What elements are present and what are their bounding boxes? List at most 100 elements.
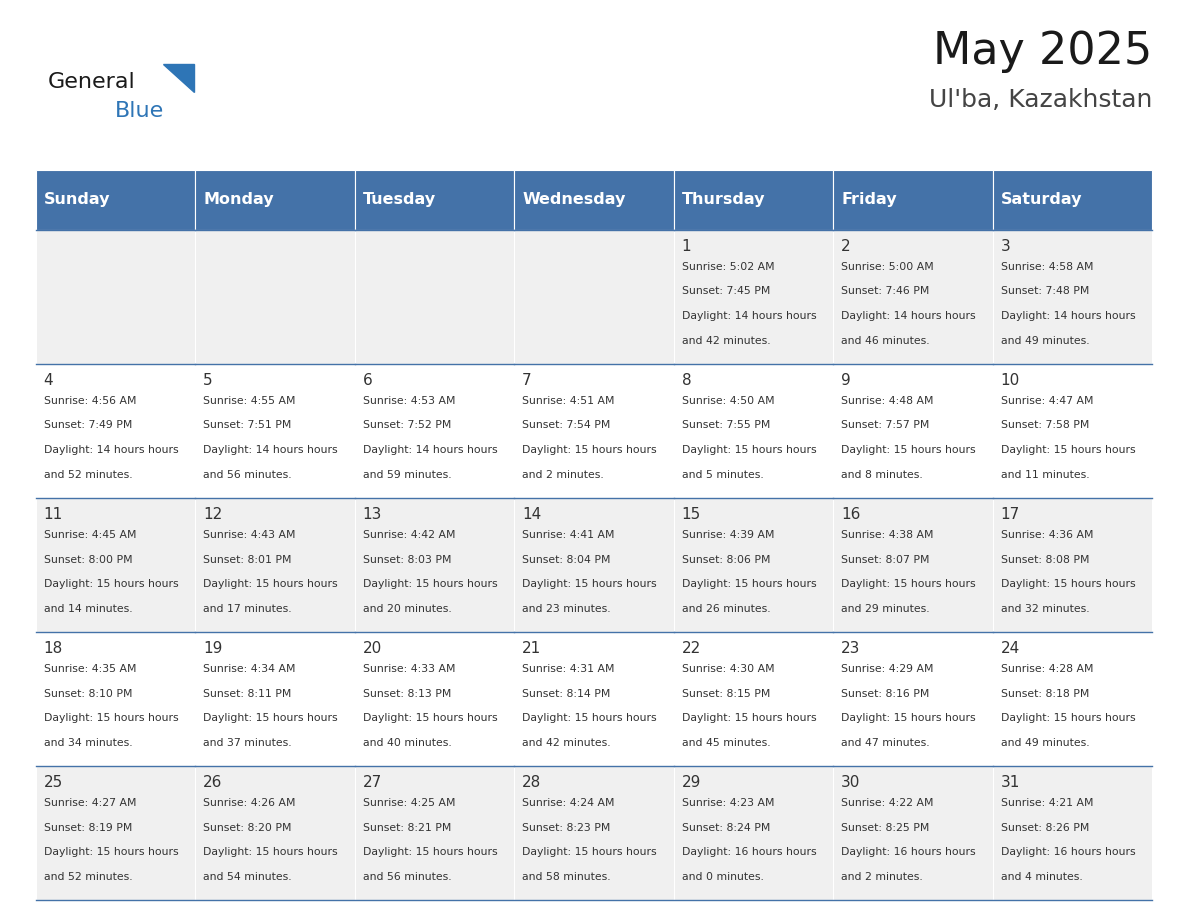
Text: and 2 minutes.: and 2 minutes. <box>841 872 923 882</box>
Text: Sunset: 7:51 PM: Sunset: 7:51 PM <box>203 420 291 431</box>
Text: and 26 minutes.: and 26 minutes. <box>682 604 770 614</box>
Text: and 56 minutes.: and 56 minutes. <box>362 872 451 882</box>
Text: Daylight: 15 hours hours: Daylight: 15 hours hours <box>523 579 657 589</box>
Text: Daylight: 15 hours hours: Daylight: 15 hours hours <box>203 847 337 857</box>
Text: 28: 28 <box>523 775 542 790</box>
Text: Sunrise: 5:00 AM: Sunrise: 5:00 AM <box>841 262 934 272</box>
Text: Daylight: 15 hours hours: Daylight: 15 hours hours <box>841 445 975 455</box>
Text: May 2025: May 2025 <box>933 30 1152 73</box>
Text: 11: 11 <box>44 507 63 522</box>
Text: Daylight: 14 hours hours: Daylight: 14 hours hours <box>44 445 178 455</box>
Text: Sunset: 8:26 PM: Sunset: 8:26 PM <box>1000 823 1089 833</box>
Text: and 46 minutes.: and 46 minutes. <box>841 336 930 346</box>
Text: Sunrise: 4:41 AM: Sunrise: 4:41 AM <box>523 530 614 540</box>
Bar <box>674 766 833 900</box>
Text: 25: 25 <box>44 775 63 790</box>
Bar <box>36 230 195 364</box>
Text: Thursday: Thursday <box>682 192 765 207</box>
Text: 3: 3 <box>1000 239 1011 254</box>
Text: Daylight: 14 hours hours: Daylight: 14 hours hours <box>682 311 816 321</box>
Text: Daylight: 16 hours hours: Daylight: 16 hours hours <box>1000 847 1136 857</box>
Text: Sunset: 7:49 PM: Sunset: 7:49 PM <box>44 420 132 431</box>
Bar <box>833 632 993 766</box>
Text: 22: 22 <box>682 641 701 656</box>
Text: Sunrise: 4:23 AM: Sunrise: 4:23 AM <box>682 798 775 808</box>
Text: Sunset: 7:48 PM: Sunset: 7:48 PM <box>1000 286 1089 297</box>
Bar <box>514 230 674 364</box>
Text: 18: 18 <box>44 641 63 656</box>
Text: Sunrise: 4:22 AM: Sunrise: 4:22 AM <box>841 798 934 808</box>
Text: Saturday: Saturday <box>1000 192 1082 207</box>
Text: Daylight: 15 hours hours: Daylight: 15 hours hours <box>362 579 498 589</box>
Text: and 45 minutes.: and 45 minutes. <box>682 738 770 748</box>
Text: 27: 27 <box>362 775 381 790</box>
Text: Sunset: 8:25 PM: Sunset: 8:25 PM <box>841 823 930 833</box>
Bar <box>993 498 1152 632</box>
Text: and 37 minutes.: and 37 minutes. <box>203 738 292 748</box>
Bar <box>36 632 195 766</box>
Text: Sunset: 7:58 PM: Sunset: 7:58 PM <box>1000 420 1089 431</box>
Text: Sunset: 7:45 PM: Sunset: 7:45 PM <box>682 286 770 297</box>
Text: Daylight: 15 hours hours: Daylight: 15 hours hours <box>44 847 178 857</box>
Text: 29: 29 <box>682 775 701 790</box>
Text: Sunrise: 4:24 AM: Sunrise: 4:24 AM <box>523 798 614 808</box>
Bar <box>993 364 1152 498</box>
Text: and 52 minutes.: and 52 minutes. <box>44 470 132 480</box>
Bar <box>993 230 1152 364</box>
Text: Sunset: 8:04 PM: Sunset: 8:04 PM <box>523 554 611 565</box>
Text: Sunrise: 4:43 AM: Sunrise: 4:43 AM <box>203 530 296 540</box>
Bar <box>195 230 355 364</box>
Bar <box>355 498 514 632</box>
Text: Wednesday: Wednesday <box>523 192 626 207</box>
Text: Sunrise: 4:27 AM: Sunrise: 4:27 AM <box>44 798 137 808</box>
Text: Daylight: 15 hours hours: Daylight: 15 hours hours <box>1000 713 1136 723</box>
Text: 20: 20 <box>362 641 381 656</box>
Text: Sunday: Sunday <box>44 192 110 207</box>
Text: Sunset: 8:13 PM: Sunset: 8:13 PM <box>362 688 451 699</box>
Text: and 42 minutes.: and 42 minutes. <box>523 738 611 748</box>
Bar <box>195 498 355 632</box>
Bar <box>514 498 674 632</box>
Text: and 29 minutes.: and 29 minutes. <box>841 604 930 614</box>
Text: Sunrise: 4:50 AM: Sunrise: 4:50 AM <box>682 396 775 406</box>
Text: Daylight: 16 hours hours: Daylight: 16 hours hours <box>841 847 975 857</box>
Text: Daylight: 15 hours hours: Daylight: 15 hours hours <box>682 445 816 455</box>
Bar <box>674 230 833 364</box>
Bar <box>36 766 195 900</box>
Text: 21: 21 <box>523 641 542 656</box>
Text: Sunset: 8:07 PM: Sunset: 8:07 PM <box>841 554 930 565</box>
Bar <box>195 766 355 900</box>
Bar <box>355 364 514 498</box>
Text: Sunset: 8:19 PM: Sunset: 8:19 PM <box>44 823 132 833</box>
Bar <box>833 170 993 230</box>
Bar <box>833 230 993 364</box>
Text: and 0 minutes.: and 0 minutes. <box>682 872 764 882</box>
Text: and 11 minutes.: and 11 minutes. <box>1000 470 1089 480</box>
Text: Friday: Friday <box>841 192 897 207</box>
Text: Sunset: 8:03 PM: Sunset: 8:03 PM <box>362 554 451 565</box>
Text: Sunrise: 4:38 AM: Sunrise: 4:38 AM <box>841 530 934 540</box>
Text: Daylight: 14 hours hours: Daylight: 14 hours hours <box>841 311 975 321</box>
Polygon shape <box>163 64 194 92</box>
Text: Sunrise: 4:33 AM: Sunrise: 4:33 AM <box>362 664 455 674</box>
Text: Daylight: 15 hours hours: Daylight: 15 hours hours <box>44 579 178 589</box>
Text: Sunrise: 4:45 AM: Sunrise: 4:45 AM <box>44 530 137 540</box>
Bar <box>355 632 514 766</box>
Text: Blue: Blue <box>115 101 164 121</box>
Text: Sunrise: 4:26 AM: Sunrise: 4:26 AM <box>203 798 296 808</box>
Text: 31: 31 <box>1000 775 1020 790</box>
Text: Sunrise: 4:30 AM: Sunrise: 4:30 AM <box>682 664 775 674</box>
Text: 2: 2 <box>841 239 851 254</box>
Bar <box>674 498 833 632</box>
Text: Sunrise: 4:35 AM: Sunrise: 4:35 AM <box>44 664 137 674</box>
Text: Daylight: 15 hours hours: Daylight: 15 hours hours <box>523 445 657 455</box>
Bar <box>833 498 993 632</box>
Text: Sunset: 8:11 PM: Sunset: 8:11 PM <box>203 688 291 699</box>
Text: Sunset: 8:15 PM: Sunset: 8:15 PM <box>682 688 770 699</box>
Text: and 52 minutes.: and 52 minutes. <box>44 872 132 882</box>
Text: and 54 minutes.: and 54 minutes. <box>203 872 292 882</box>
Text: and 20 minutes.: and 20 minutes. <box>362 604 451 614</box>
Text: Daylight: 15 hours hours: Daylight: 15 hours hours <box>1000 579 1136 589</box>
Text: Sunset: 7:54 PM: Sunset: 7:54 PM <box>523 420 611 431</box>
Text: 12: 12 <box>203 507 222 522</box>
